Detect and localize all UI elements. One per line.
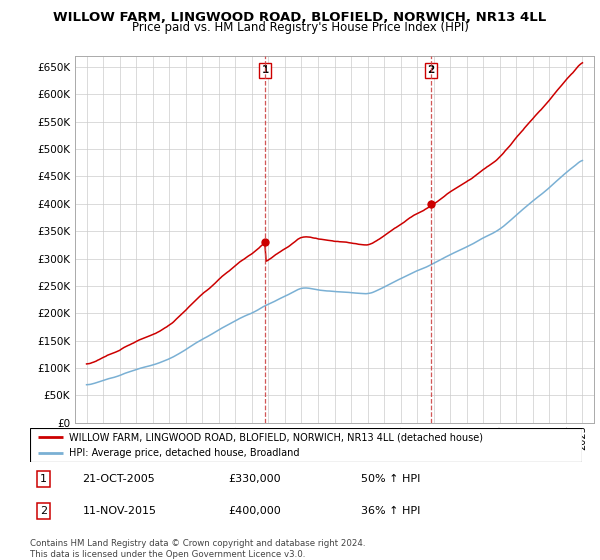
Text: £400,000: £400,000 [229,506,281,516]
Text: 21-OCT-2005: 21-OCT-2005 [82,474,155,484]
Text: 36% ↑ HPI: 36% ↑ HPI [361,506,421,516]
Text: WILLOW FARM, LINGWOOD ROAD, BLOFIELD, NORWICH, NR13 4LL (detached house): WILLOW FARM, LINGWOOD ROAD, BLOFIELD, NO… [68,432,482,442]
FancyBboxPatch shape [30,428,582,462]
Text: £330,000: £330,000 [229,474,281,484]
Text: WILLOW FARM, LINGWOOD ROAD, BLOFIELD, NORWICH, NR13 4LL: WILLOW FARM, LINGWOOD ROAD, BLOFIELD, NO… [53,11,547,24]
Text: Contains HM Land Registry data © Crown copyright and database right 2024.
This d: Contains HM Land Registry data © Crown c… [30,539,365,559]
Text: 1: 1 [40,474,47,484]
Text: 11-NOV-2015: 11-NOV-2015 [82,506,157,516]
Text: 2: 2 [40,506,47,516]
Text: 1: 1 [262,65,269,75]
Text: 2: 2 [428,65,435,75]
Text: 50% ↑ HPI: 50% ↑ HPI [361,474,421,484]
Text: Price paid vs. HM Land Registry's House Price Index (HPI): Price paid vs. HM Land Registry's House … [131,21,469,34]
Text: HPI: Average price, detached house, Broadland: HPI: Average price, detached house, Broa… [68,448,299,458]
